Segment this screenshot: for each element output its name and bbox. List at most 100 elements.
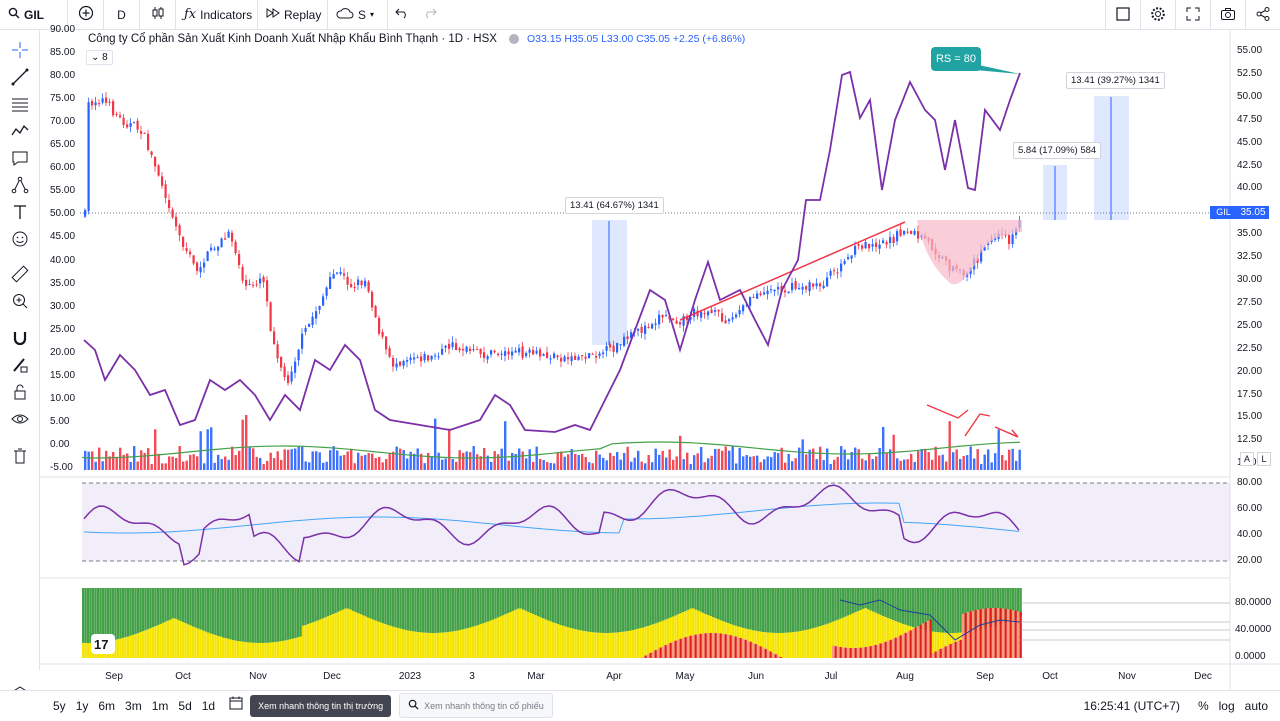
crosshair-icon[interactable] [8,38,32,62]
bottom-bar-red [747,640,750,658]
range-button-1m[interactable]: 1m [151,698,169,713]
bottom-bar-green [404,588,407,630]
text-icon[interactable] [8,200,32,224]
interval-button[interactable]: D [104,0,140,30]
bottom-bar-green [839,588,842,619]
candle-body [227,231,230,238]
bottom-bar-green [782,588,785,633]
range-button-5y[interactable]: 5y [53,698,66,713]
bottom-bar-red [764,648,767,658]
candle-body [794,281,797,289]
price-tag-value: 35.05 [1237,206,1269,219]
replay-button[interactable]: Replay [258,0,328,30]
auto-toggle[interactable]: auto [1244,699,1268,713]
log-toggle[interactable]: log [1218,699,1235,713]
pattern-icon[interactable] [8,119,32,143]
bottom-bar-red [749,641,752,658]
comment-icon[interactable] [8,146,32,170]
auto-scale-button[interactable]: A [1240,452,1254,466]
nodes-icon[interactable] [8,173,32,197]
indicator-count-badge[interactable]: ⌄ 8 [86,50,113,65]
market-overview-button[interactable]: Xem nhanh thông tin thị trường [250,694,392,717]
bottom-bar-yellow [949,632,952,644]
camera-button[interactable] [1210,0,1245,30]
bottom-bar-red [692,635,695,658]
symbol-search[interactable]: GIL [0,0,68,30]
time-axis-tick: Sep [976,671,994,682]
bottom-bar-yellow [397,628,400,658]
magnet-icon[interactable] [8,326,32,350]
bottom-bar-green [654,588,657,624]
percent-toggle[interactable]: % [1197,699,1209,713]
stock-search-button[interactable]: Xem nhanh thông tin cổ phiếu [399,693,553,718]
lock-icon[interactable] [8,380,32,404]
bottom-bar-green [919,588,922,630]
volume-bar [563,456,566,470]
bottom-bar-yellow [234,640,237,658]
range-button-1d[interactable]: 1d [201,698,216,713]
bottom-bar-green [814,588,817,628]
bottom-bar-green [762,588,765,633]
bottom-bar-green [392,588,395,627]
undo-button[interactable] [388,0,416,30]
candle-body [787,291,790,294]
bottom-bar-green [479,588,482,625]
bottom-bar-yellow [837,619,840,647]
volume-bar [469,452,472,470]
bottom-bar-green [524,588,527,611]
bottom-bar-green [409,588,412,631]
settings-button[interactable] [1140,0,1175,30]
volume-bar [623,452,626,470]
bottom-bar-green [452,588,455,632]
bottom-bar-green [757,588,760,632]
bottom-bar-green [899,588,902,624]
bottom-bar-yellow [407,630,410,658]
bottom-bar-red [677,639,680,658]
compare-button[interactable] [68,0,104,30]
candle-body [532,349,535,355]
volume-bar [672,459,675,470]
candle-body [840,263,843,272]
horizontal-lines-icon[interactable] [8,92,32,116]
trash-icon[interactable] [8,444,32,468]
ruler-icon[interactable] [8,262,32,286]
candle-body [101,98,104,103]
layout-button[interactable] [1105,0,1140,30]
range-button-3m[interactable]: 3m [125,698,142,713]
trend-line-icon[interactable] [8,65,32,89]
volume-bar [598,454,601,470]
bottom-bar-green [172,588,175,619]
bottom-bar-yellow [262,642,265,658]
candle-body [896,231,899,242]
share-button[interactable] [1245,0,1280,30]
bottom-bar-red [1012,610,1015,658]
bottom-bar-green [942,588,945,633]
bottom-bar-green [994,588,997,626]
calendar-icon[interactable] [228,695,244,716]
range-button-6m[interactable]: 6m [98,698,116,713]
candle-body [493,350,496,353]
volume-bar [409,451,412,470]
zoom-in-icon[interactable] [8,289,32,313]
range-button-5d[interactable]: 5d [178,698,192,713]
chart-type-button[interactable] [140,0,176,30]
candle-body [987,242,990,245]
cloud-layout-button[interactable]: S ▾ [328,0,388,30]
trend-line [679,221,906,321]
pencil-lock-icon[interactable] [8,353,32,377]
indicators-button[interactable]: ƒx Indicators [176,0,258,30]
candle-body [147,133,150,150]
candle-body [206,251,209,262]
redo-button[interactable] [416,0,444,30]
bottom-bar-green [897,588,900,623]
bottom-bar-yellow [944,632,947,647]
log-scale-button[interactable]: L [1257,452,1271,466]
eye-icon[interactable] [8,407,32,431]
bottom-bar-yellow [479,624,482,658]
fullscreen-button[interactable] [1175,0,1210,30]
range-button-1y[interactable]: 1y [75,698,89,713]
volume-bar [1004,460,1007,470]
bottom-bar-yellow [694,609,697,635]
candle-body [598,353,601,356]
emoji-icon[interactable] [8,227,32,251]
